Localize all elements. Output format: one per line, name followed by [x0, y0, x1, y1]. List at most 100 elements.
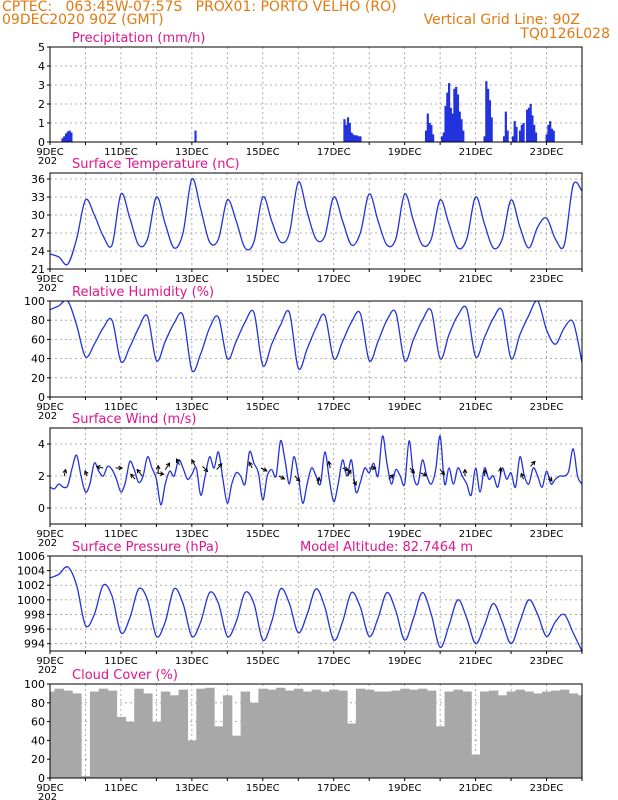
- rh-date-label: 11DEC: [104, 402, 138, 413]
- rh-date-label: 15DEC: [246, 402, 280, 413]
- cloud-bar: [533, 693, 543, 778]
- wind-date-label: 17DEC: [317, 529, 351, 540]
- wind-date-label: 19DEC: [388, 529, 422, 540]
- cloud-bar: [320, 691, 330, 778]
- precip-bar: [513, 121, 516, 142]
- wind-year-cut: 202: [38, 538, 57, 549]
- temp-series: [50, 178, 582, 266]
- precip-bar: [352, 134, 355, 142]
- cloud-bar: [89, 691, 100, 778]
- temp-date-label: 21DEC: [459, 274, 493, 285]
- cloud-bar: [54, 688, 64, 778]
- precip-frame: [49, 46, 583, 143]
- wind-arrow-head: [347, 469, 352, 475]
- wind-date-label: 9DEC: [36, 529, 63, 540]
- cloud-bar: [409, 689, 419, 778]
- wind-arrow-head: [389, 474, 394, 479]
- cloud-title: Cloud Cover (%): [72, 668, 178, 683]
- header-model: TQ0126L028: [520, 26, 610, 42]
- rh-date-label: 9DEC: [36, 402, 63, 413]
- cloud-bar: [107, 690, 118, 778]
- precip-bar: [348, 123, 351, 142]
- temp-frame: [49, 172, 583, 270]
- wind-arrow-head: [327, 460, 332, 466]
- precip-bar: [552, 130, 555, 142]
- cloud-date-label: 21DEC: [459, 783, 493, 794]
- press-date-label: 23DEC: [530, 656, 564, 667]
- cloud-bar: [196, 688, 206, 778]
- temp-panel: [47, 172, 583, 272]
- temp-date-label: 9DEC: [36, 274, 63, 285]
- wind-arrow-head: [62, 468, 68, 474]
- temp-date-label: 17DEC: [317, 274, 351, 285]
- wind-date-label: 11DEC: [104, 529, 138, 540]
- precip-bar: [487, 88, 490, 142]
- precip-bar: [531, 115, 534, 142]
- precip-bar: [357, 136, 360, 142]
- cloud-bar: [240, 691, 251, 778]
- cloud-bar: [391, 690, 401, 778]
- precip-bar: [428, 123, 431, 142]
- cloud-bar: [462, 691, 472, 778]
- header-run-date: 09DEC2020 90Z (GMT): [2, 12, 164, 28]
- wind-arrow-head: [203, 467, 209, 473]
- wind-arrow: [164, 462, 171, 470]
- wind-arrow-head: [498, 466, 503, 472]
- wind-arrow-head: [352, 480, 357, 486]
- cloud-bar: [169, 695, 180, 778]
- cloud-bar: [276, 687, 286, 778]
- cloud-bar: [488, 690, 499, 778]
- press-ytick-label: 1002: [17, 579, 45, 592]
- precip-date-label: 21DEC: [459, 147, 493, 158]
- precip-ytick-label: 0: [38, 136, 45, 149]
- wind-arrow: [202, 466, 208, 472]
- precip-bar: [68, 130, 71, 142]
- precip-bar: [442, 132, 445, 142]
- cloud-ytick-label: 100: [24, 678, 45, 691]
- cloud-bar: [338, 690, 348, 778]
- precip-bar: [549, 121, 552, 142]
- wind-arrow-head: [159, 471, 165, 476]
- wind-arrow: [409, 467, 415, 474]
- precip-ytick-label: 5: [38, 41, 45, 54]
- wind-arrow-head: [462, 468, 468, 474]
- cloud-bar: [364, 689, 375, 778]
- temp-date-label: 13DEC: [175, 274, 209, 285]
- precip-bar: [449, 107, 452, 142]
- rh-ytick-label: 80: [31, 314, 45, 327]
- cloud-bar: [125, 721, 135, 778]
- precip-bar: [430, 124, 433, 142]
- cloud-series: [50, 687, 582, 778]
- wind-arrow-head: [95, 464, 101, 470]
- cloud-bar: [355, 688, 366, 778]
- wind-arrow-head: [371, 465, 377, 471]
- cloud-bar: [222, 695, 233, 778]
- cloud-bar: [426, 690, 437, 778]
- wind-arrow: [130, 473, 136, 480]
- precip-date-label: 13DEC: [175, 147, 209, 158]
- cloud-panel: [47, 683, 583, 781]
- rh-ytick-label: 0: [38, 391, 45, 404]
- precip-bar: [426, 113, 429, 142]
- cloud-bar: [435, 726, 446, 778]
- cloud-bar: [373, 691, 384, 778]
- temp-date-label: 19DEC: [388, 274, 422, 285]
- cloud-frame: [49, 683, 583, 779]
- wind-date-label: 13DEC: [175, 529, 209, 540]
- press-title: Surface Pressure (hPa): [72, 540, 219, 555]
- rh-date-label: 17DEC: [317, 402, 351, 413]
- cloud-year-cut: 202: [38, 792, 57, 800]
- precip-bar: [66, 131, 69, 142]
- precip-ytick-label: 3: [38, 79, 45, 92]
- press-ytick-label: 1000: [17, 594, 45, 607]
- wind-arrow: [352, 478, 357, 486]
- wind-arrow-head: [344, 466, 350, 472]
- precip-bar: [448, 83, 451, 142]
- cloud-date-label: 23DEC: [530, 783, 564, 794]
- precip-bar: [456, 94, 460, 142]
- cloud-bar: [542, 691, 552, 778]
- precip-date-label: 11DEC: [104, 147, 138, 158]
- cloud-bar: [329, 689, 339, 778]
- rh-ytick-label: 100: [24, 295, 45, 308]
- wind-arrow: [278, 475, 285, 480]
